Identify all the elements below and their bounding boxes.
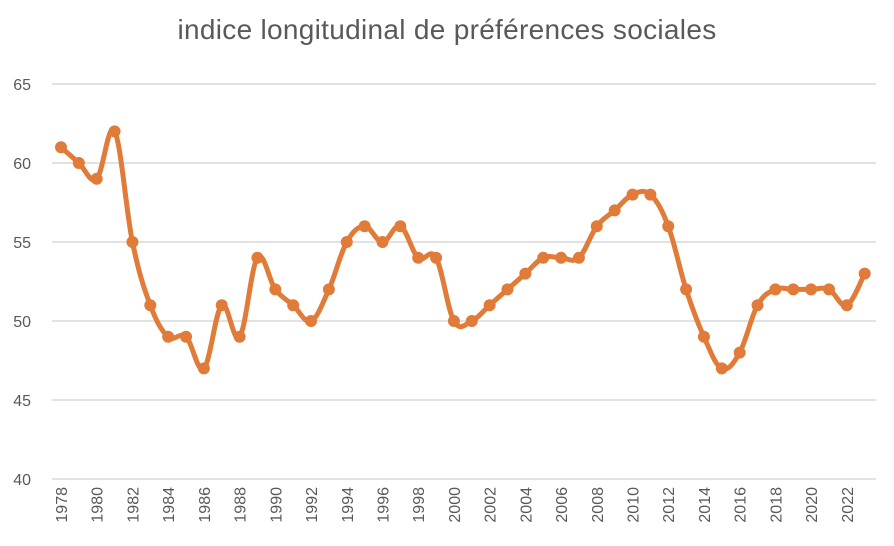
- data-point-2010: [626, 188, 639, 201]
- data-point-2002: [483, 299, 496, 312]
- x-tick-label: 1986: [197, 487, 214, 523]
- data-series: [55, 125, 871, 375]
- data-point-2008: [590, 220, 603, 233]
- x-tick-label: 2014: [697, 487, 714, 523]
- data-point-2011: [644, 188, 657, 201]
- y-tick-label: 55: [13, 235, 31, 252]
- data-point-2005: [537, 251, 550, 264]
- y-tick-label: 60: [13, 156, 31, 173]
- x-tick-label: 1988: [233, 487, 250, 523]
- x-tick-label: 2006: [554, 487, 571, 523]
- x-tick-label: 2022: [840, 487, 857, 523]
- y-tick-label: 40: [13, 472, 31, 489]
- x-tick-label: 2012: [661, 487, 678, 523]
- data-point-1980: [90, 172, 103, 185]
- data-point-1989: [251, 251, 264, 264]
- x-tick-label: 1996: [375, 487, 392, 523]
- data-point-1981: [108, 125, 121, 138]
- x-tick-label: 1982: [125, 487, 142, 523]
- x-tick-label: 1998: [411, 487, 428, 523]
- data-point-1992: [305, 315, 318, 327]
- data-point-2006: [555, 251, 568, 264]
- data-point-1985: [180, 330, 193, 343]
- data-point-1978: [55, 141, 67, 154]
- y-tick-label: 65: [13, 77, 31, 94]
- data-point-2007: [572, 251, 585, 264]
- data-point-1984: [162, 330, 175, 343]
- gridlines: [52, 83, 876, 480]
- data-point-1987: [215, 299, 228, 312]
- data-point-1994: [340, 236, 353, 248]
- data-point-2014: [697, 330, 710, 343]
- data-point-2020: [805, 283, 818, 296]
- data-point-1997: [394, 220, 407, 233]
- x-tick-label: 2000: [447, 487, 464, 523]
- data-point-2003: [501, 283, 514, 296]
- data-point-1995: [358, 220, 371, 233]
- data-point-2000: [447, 315, 460, 327]
- data-point-1986: [197, 362, 210, 375]
- data-point-2016: [733, 346, 746, 359]
- x-tick-label: 2020: [804, 487, 821, 523]
- data-point-2017: [751, 299, 764, 312]
- data-point-2018: [769, 283, 782, 296]
- x-tick-label: 2016: [733, 487, 750, 523]
- data-point-2004: [519, 267, 532, 280]
- x-tick-label: 2018: [768, 487, 785, 523]
- data-point-2022: [840, 299, 853, 312]
- data-point-1988: [233, 330, 246, 343]
- data-point-1983: [144, 299, 157, 312]
- data-point-1993: [322, 283, 335, 296]
- y-tick-label: 45: [13, 393, 31, 410]
- data-point-1982: [126, 236, 139, 248]
- x-tick-label: 1994: [340, 487, 357, 523]
- y-tick-label: 50: [13, 314, 31, 331]
- data-point-2015: [715, 362, 728, 375]
- x-tick-label: 2010: [626, 487, 643, 523]
- data-point-2001: [465, 315, 478, 327]
- x-axis-tick-labels: 1978 1980 1982 1984 1986 1988 1990 1992 1994 1996…: [54, 487, 857, 523]
- data-point-2009: [608, 204, 621, 217]
- data-point-1979: [72, 157, 85, 169]
- chart-title: indice longitudinal de préférences socia…: [177, 14, 717, 45]
- data-point-1990: [269, 283, 282, 296]
- x-tick-label: 1980: [90, 487, 107, 523]
- x-tick-label: 2008: [590, 487, 607, 523]
- x-tick-label: 1984: [161, 487, 178, 523]
- data-point-2023: [858, 267, 871, 280]
- x-tick-label: 1990: [268, 487, 285, 523]
- x-tick-label: 1992: [304, 487, 321, 523]
- x-tick-label: 2002: [483, 487, 500, 523]
- data-point-2019: [787, 283, 800, 296]
- data-point-1991: [287, 299, 300, 312]
- x-tick-label: 1978: [54, 487, 71, 523]
- data-point-1996: [376, 236, 389, 248]
- y-axis-tick-labels: 40 45 50 55 60 65: [13, 77, 31, 489]
- data-point-1999: [430, 251, 443, 264]
- data-point-2021: [822, 283, 835, 296]
- data-point-2013: [680, 283, 693, 296]
- x-tick-label: 2004: [518, 487, 535, 523]
- data-point-2012: [662, 220, 675, 233]
- data-point-1998: [412, 251, 425, 264]
